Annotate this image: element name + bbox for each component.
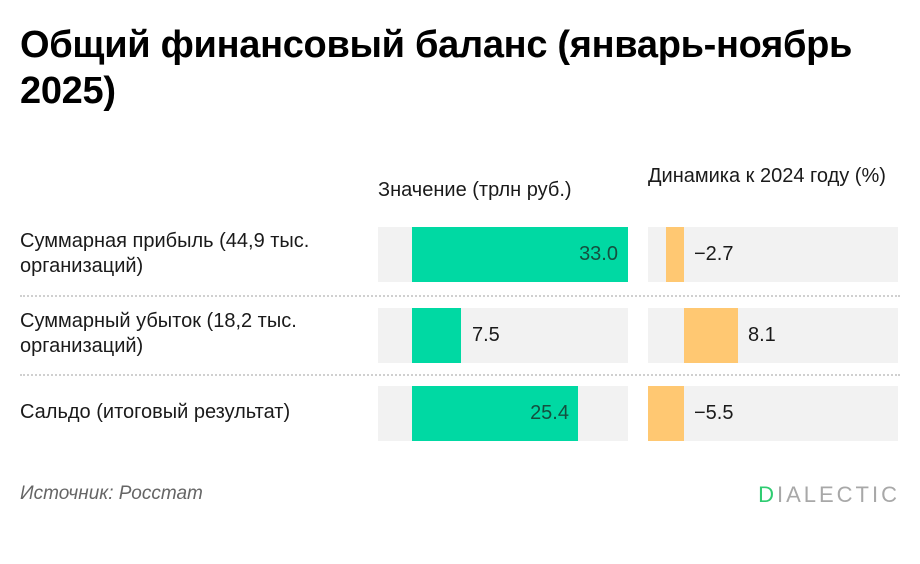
- dynamics-bar-balance: [648, 386, 684, 441]
- row-separator: [20, 374, 900, 376]
- dynamics-label-profit: −2.7: [694, 243, 734, 265]
- row-separator: [20, 295, 900, 297]
- row-label-profit: Суммарная прибыль (44,9 тыс. организаций…: [20, 230, 310, 277]
- dynamics-column-header: Динамика к 2024 году (%): [648, 165, 886, 187]
- row-label-balance: Сальдо (итоговый результат): [20, 401, 291, 423]
- source-note: Источник: Росстат: [20, 483, 203, 504]
- brand-logo-rest: IALECTIC: [776, 482, 900, 507]
- row-label-loss: Суммарный убыток (18,2 тыс. организаций): [20, 310, 297, 357]
- value-track-loss: 7.5: [378, 308, 628, 363]
- dynamics-label-balance: −5.5: [694, 402, 734, 424]
- dynamics-track-loss: 8.1: [648, 308, 898, 363]
- brand-logo-initial: D: [758, 482, 777, 507]
- value-label-loss: 7.5: [472, 324, 500, 346]
- value-label-balance: 25.4: [530, 402, 569, 424]
- value-bar-loss: [412, 308, 461, 363]
- chart-title: Общий финансовый баланс (январь-ноябрь 2…: [20, 24, 853, 112]
- value-column-header: Значение (трлн руб.): [378, 179, 572, 201]
- value-label-profit: 33.0: [579, 243, 618, 265]
- value-track-profit: 33.0: [378, 227, 628, 282]
- dynamics-bar-loss: [684, 308, 738, 363]
- dynamics-track-balance: −5.5: [648, 386, 898, 441]
- value-track-balance: 25.4: [378, 386, 628, 441]
- dynamics-bar-profit: [666, 227, 684, 282]
- dynamics-track-profit: −2.7: [648, 227, 898, 282]
- value-bar-profit: [412, 227, 628, 282]
- brand-logo: DIALECTIC: [758, 482, 900, 508]
- dynamics-label-loss: 8.1: [748, 324, 776, 346]
- value-bar-balance: [412, 386, 578, 441]
